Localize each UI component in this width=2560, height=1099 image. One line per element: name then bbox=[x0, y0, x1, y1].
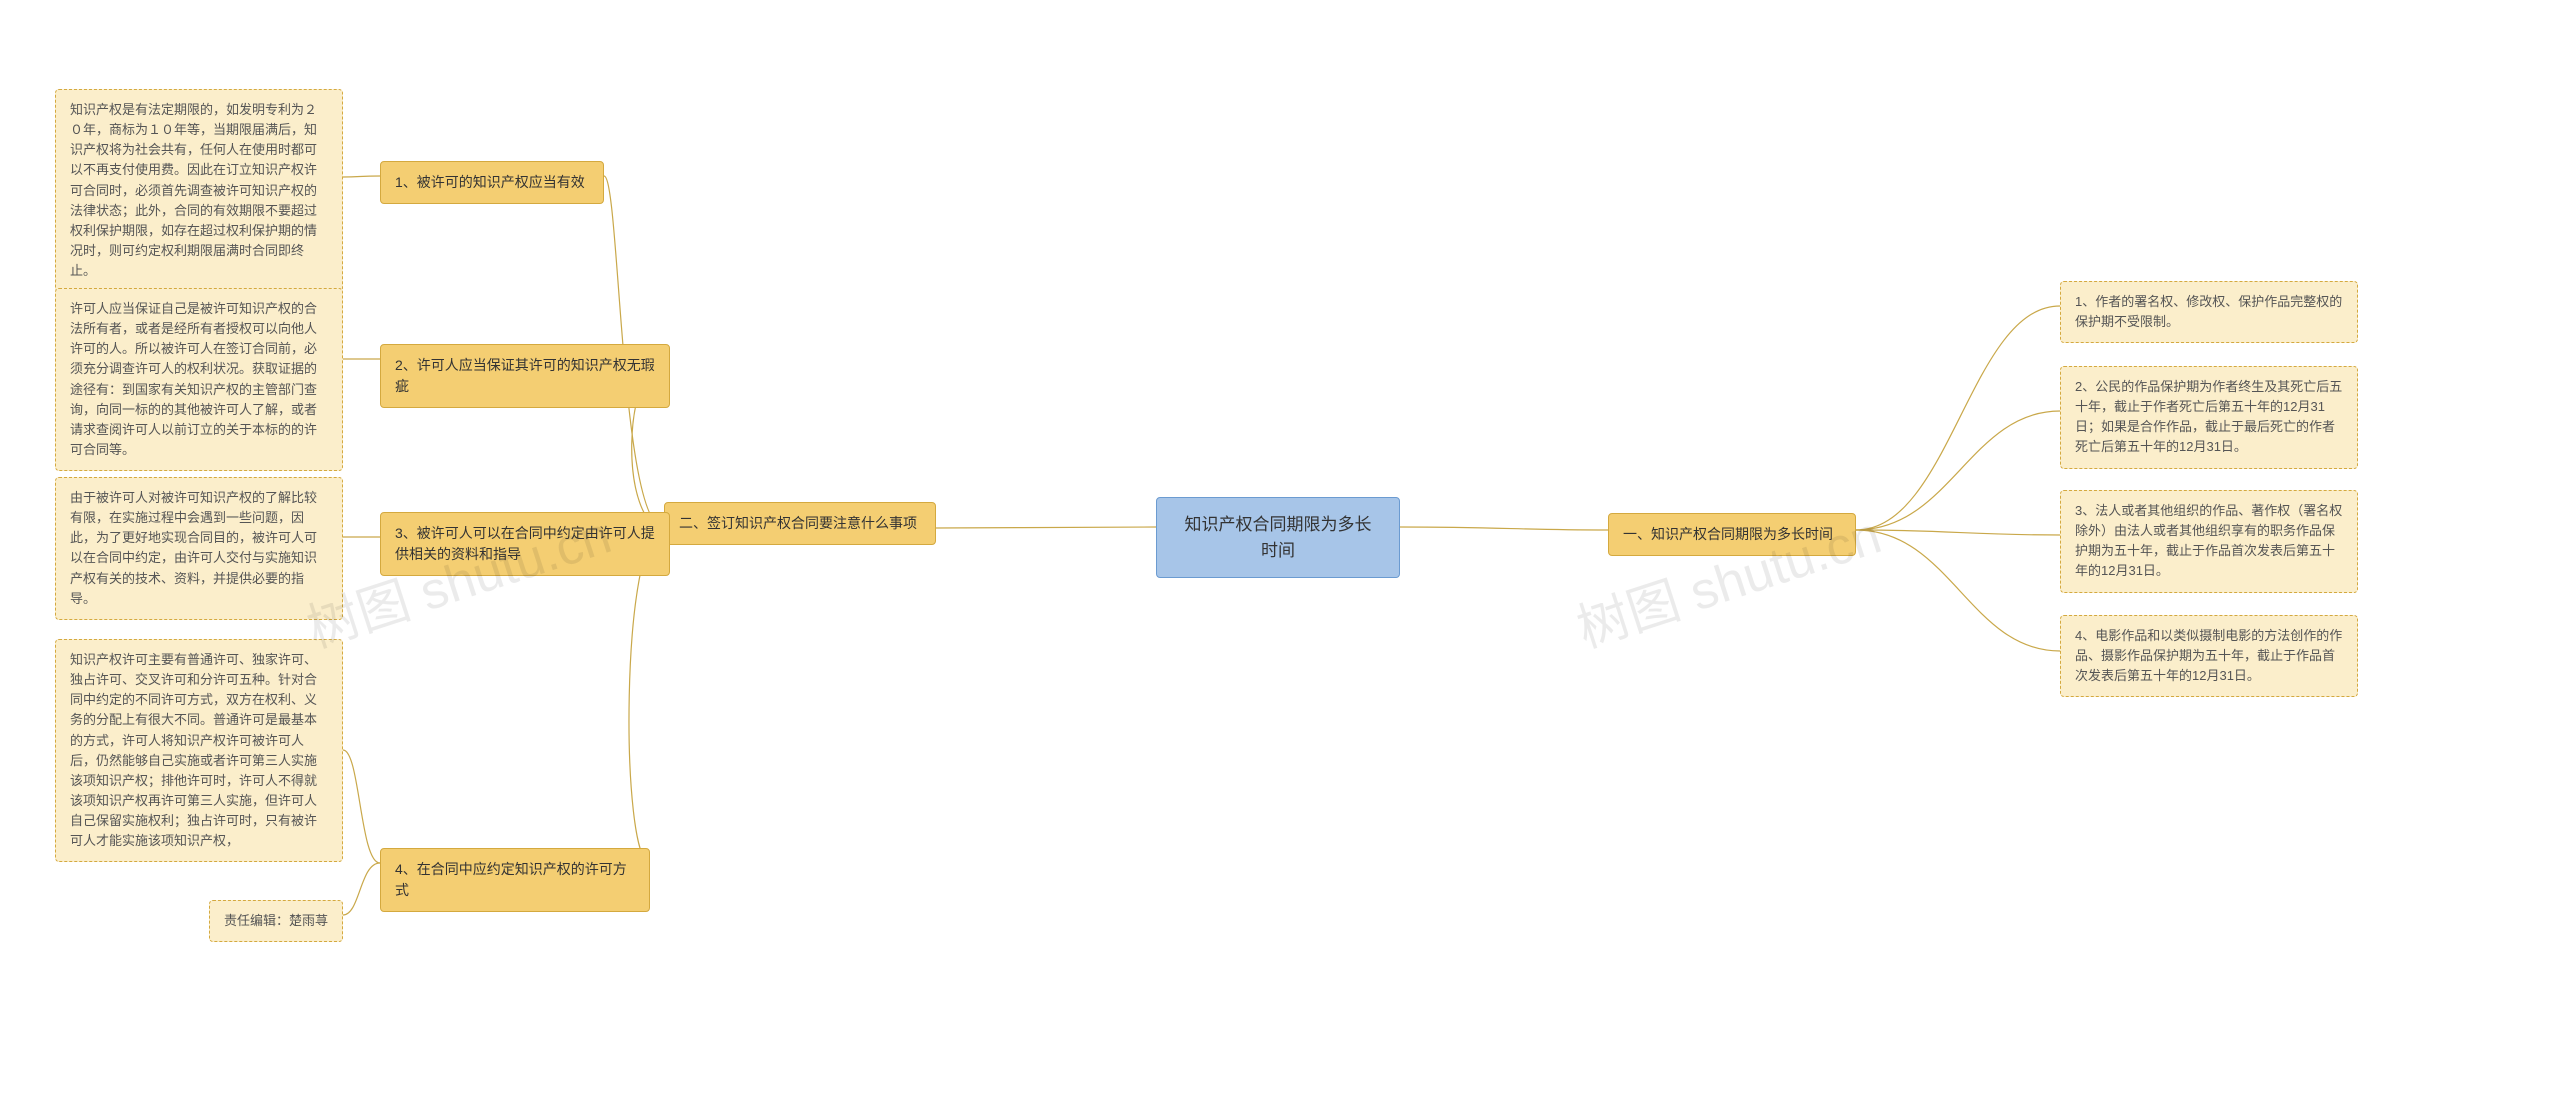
leaf-left-1-sub: 知识产权是有法定期限的，如发明专利为２０年，商标为１０年等，当期限届满后，知识产… bbox=[55, 89, 343, 292]
leaf-left-2-sub: 许可人应当保证自己是被许可知识产权的合法所有者，或者是经所有者授权可以向他人许可… bbox=[55, 288, 343, 471]
leaf-left-4-extra: 责任编辑：楚雨荨 bbox=[209, 900, 343, 942]
leaf-right-3: 3、法人或者其他组织的作品、著作权（署名权除外）由法人或者其他组织享有的职务作品… bbox=[2060, 490, 2358, 593]
leaf-left-4[interactable]: 4、在合同中应约定知识产权的许可方式 bbox=[380, 848, 650, 912]
leaf-right-2: 2、公民的作品保护期为作者终生及其死亡后五十年，截止于作者死亡后第五十年的12月… bbox=[2060, 366, 2358, 469]
leaf-left-1[interactable]: 1、被许可的知识产权应当有效 bbox=[380, 161, 604, 204]
leaf-left-2[interactable]: 2、许可人应当保证其许可的知识产权无瑕疵 bbox=[380, 344, 670, 408]
branch-section-1[interactable]: 一、知识产权合同期限为多长时间 bbox=[1608, 513, 1856, 556]
branch-section-2[interactable]: 二、签订知识产权合同要注意什么事项 bbox=[664, 502, 936, 545]
leaf-right-4: 4、电影作品和以类似摄制电影的方法创作的作品、摄影作品保护期为五十年，截止于作品… bbox=[2060, 615, 2358, 697]
root-node[interactable]: 知识产权合同期限为多长时间 bbox=[1156, 497, 1400, 578]
leaf-right-1: 1、作者的署名权、修改权、保护作品完整权的保护期不受限制。 bbox=[2060, 281, 2358, 343]
leaf-left-3-sub: 由于被许可人对被许可知识产权的了解比较有限，在实施过程中会遇到一些问题，因此，为… bbox=[55, 477, 343, 620]
leaf-left-4-sub: 知识产权许可主要有普通许可、独家许可、独占许可、交叉许可和分许可五种。针对合同中… bbox=[55, 639, 343, 862]
leaf-left-3[interactable]: 3、被许可人可以在合同中约定由许可人提供相关的资料和指导 bbox=[380, 512, 670, 576]
